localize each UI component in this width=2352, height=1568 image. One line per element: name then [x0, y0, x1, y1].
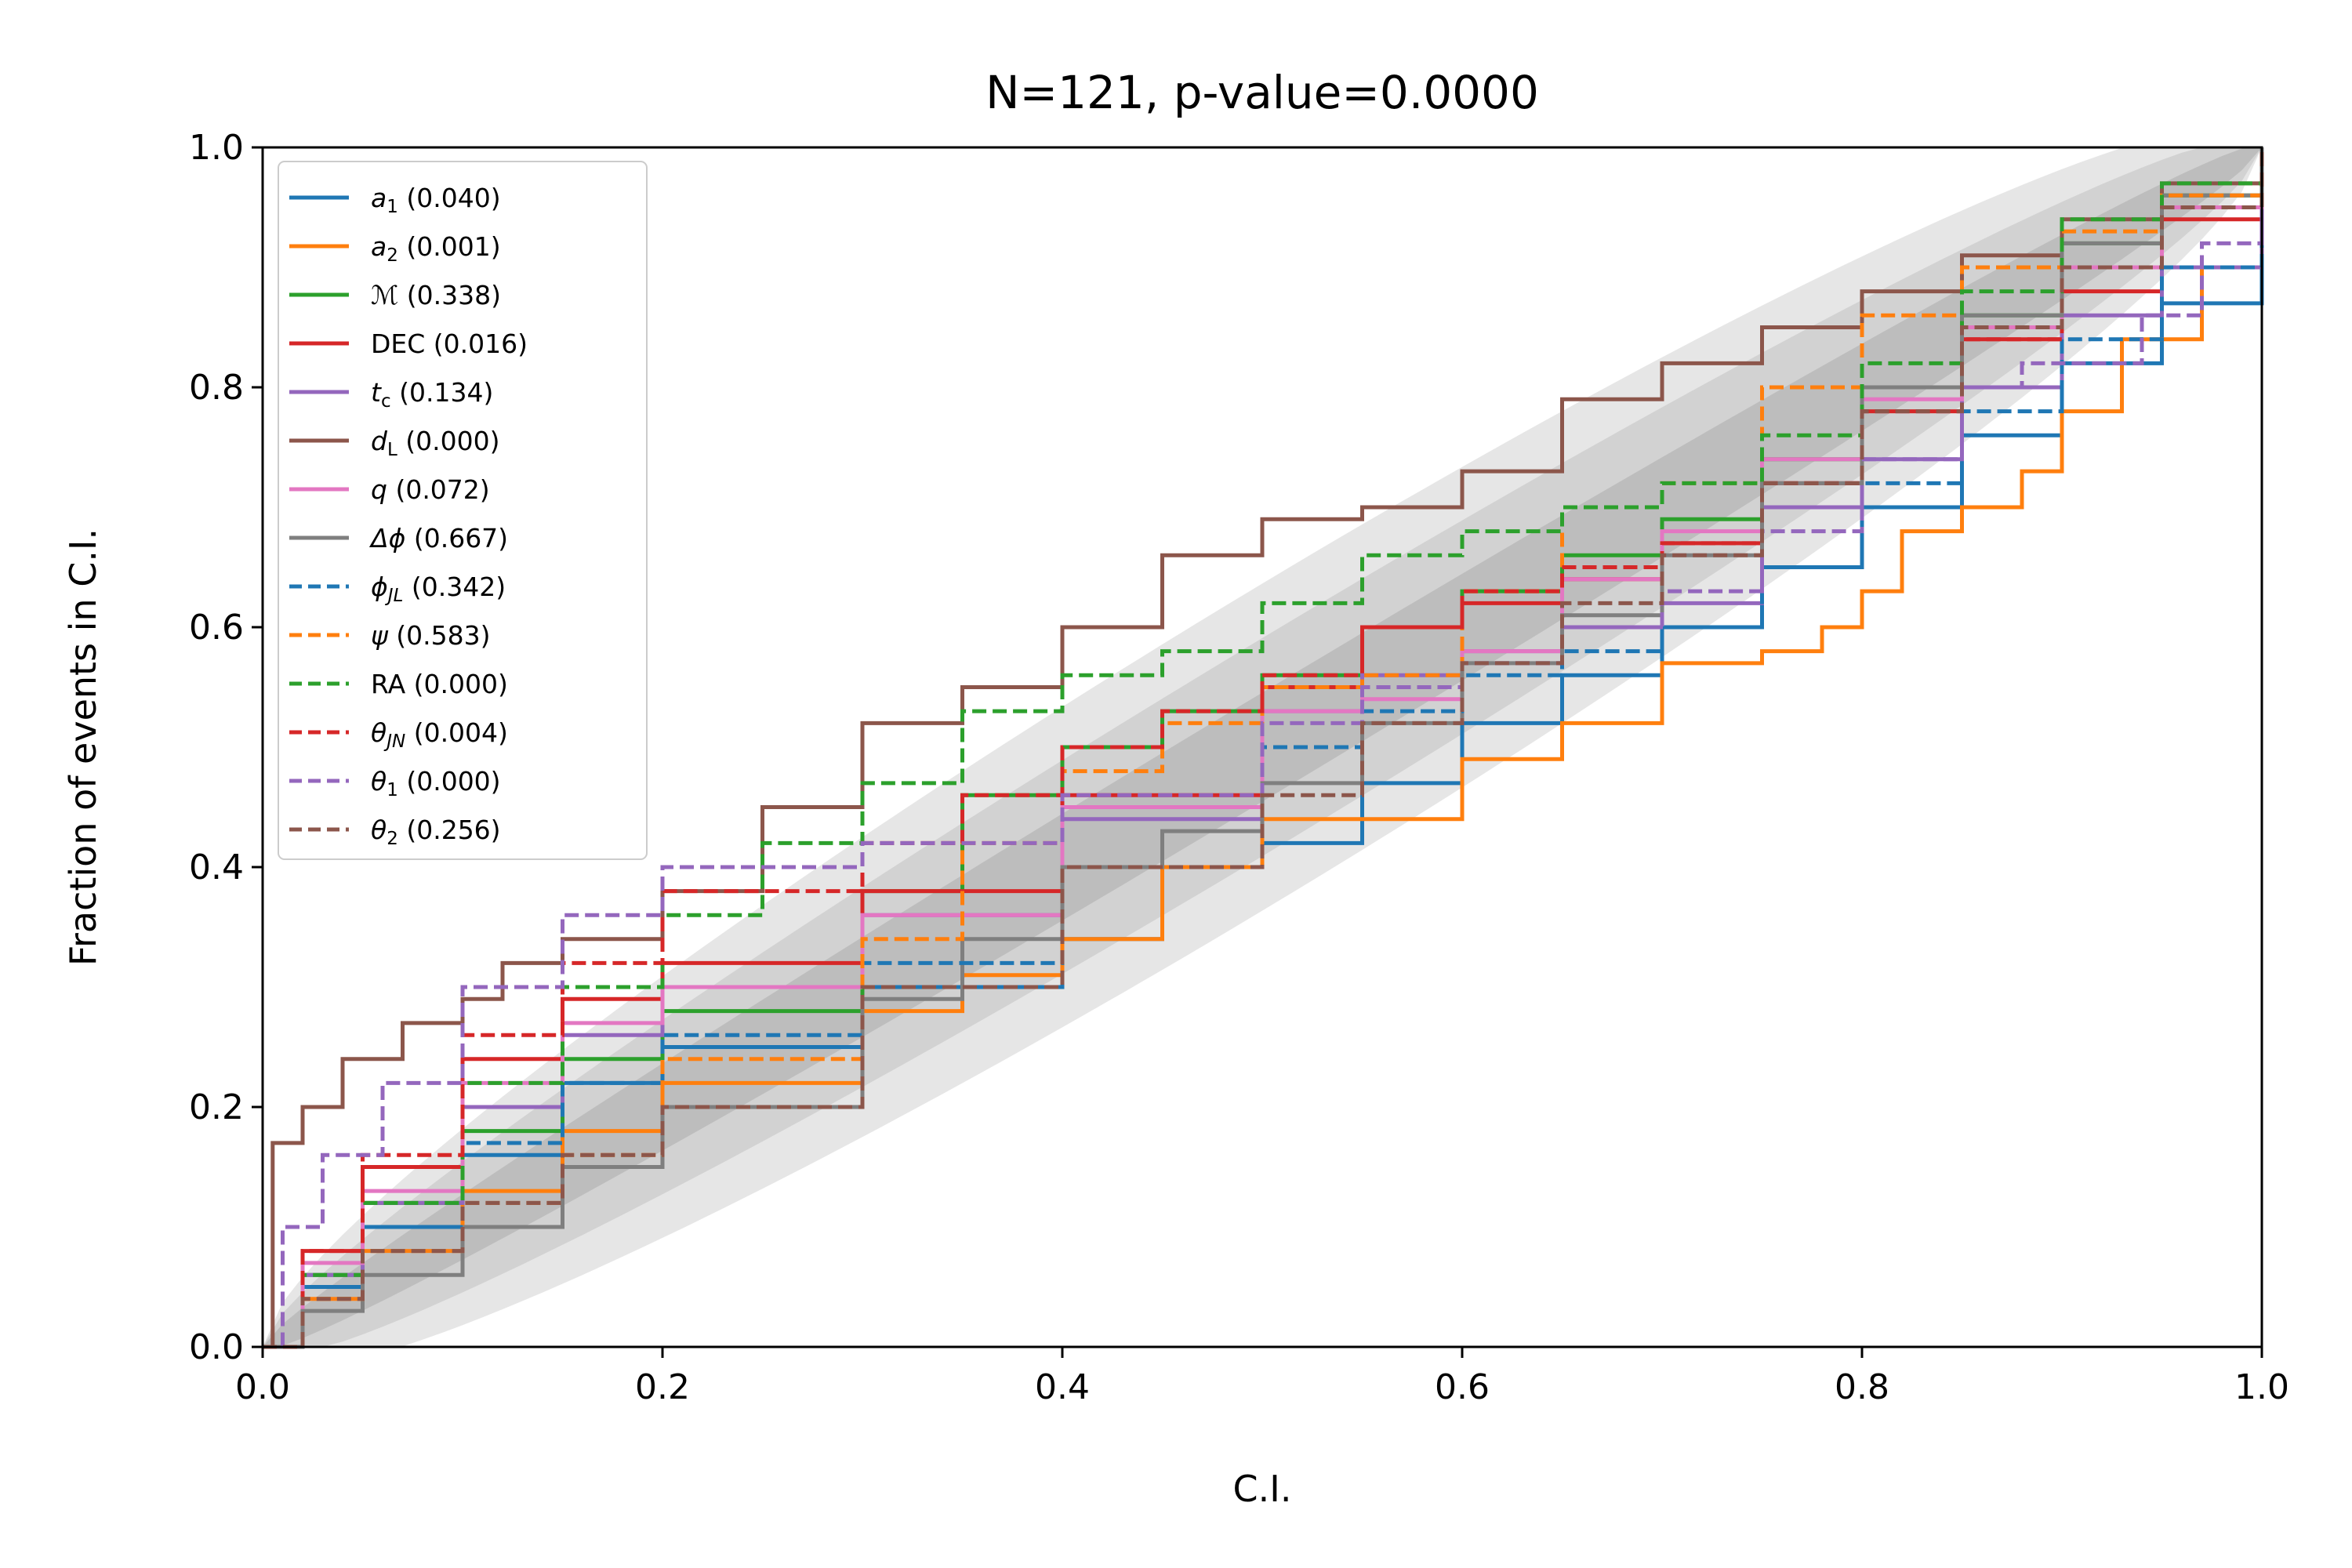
x-tick-label: 0.0 [235, 1367, 290, 1407]
legend-label-dphi: Δϕ (0.667) [368, 523, 508, 554]
legend-label-theta1: θ1 (0.000) [371, 766, 501, 800]
legend-box [278, 161, 648, 860]
x-tick-label: 0.8 [1835, 1367, 1889, 1407]
legend-label-tc: tc (0.134) [371, 377, 493, 412]
y-axis-ticks: 0.0 0.2 0.4 0.6 0.8 1.0 [189, 128, 263, 1367]
series-lines [263, 147, 2264, 1349]
legend-label-theta2: θ2 (0.256) [371, 815, 501, 849]
x-tick-label: 0.6 [1435, 1367, 1490, 1407]
y-tick-label: 1.0 [189, 128, 244, 168]
y-axis-label: Fraction of events in C.I. [62, 528, 104, 966]
y-tick-label: 0.0 [189, 1327, 244, 1367]
series-line-theta2 [263, 147, 2264, 1349]
x-tick-label: 0.4 [1035, 1367, 1090, 1407]
legend-label-phiJL: ϕJL (0.342) [371, 572, 506, 606]
series-line-dL [263, 147, 2264, 1349]
x-axis-ticks: 0.0 0.2 0.4 0.6 0.8 1.0 [235, 1347, 2289, 1407]
series-line-a2 [263, 147, 2264, 1349]
legend-label-psi: ψ (0.583) [371, 620, 491, 651]
legend-label-thetaJN: θJN (0.004) [371, 717, 508, 752]
legend-label-a2: a2 (0.001) [371, 231, 501, 266]
x-tick-label: 0.2 [635, 1367, 690, 1407]
legend-label-dL: dL (0.000) [371, 426, 500, 460]
legend-label-q: q (0.072) [371, 474, 490, 505]
y-tick-label: 0.2 [189, 1087, 244, 1127]
x-tick-label: 1.0 [2234, 1367, 2289, 1407]
y-tick-label: 0.6 [189, 608, 244, 648]
legend: a1 (0.040) a2 (0.001) ℳ (0.338) DEC (0.016)… [278, 161, 648, 860]
series-line-theta1 [263, 147, 2264, 1349]
legend-label-RA: RA (0.000) [371, 669, 508, 699]
chart-title: N=121, p-value=0.0000 [985, 66, 1539, 119]
legend-label-DEC: DEC (0.016) [371, 328, 528, 359]
legend-label-M: ℳ (0.338) [371, 280, 501, 310]
legend-label-a1: a1 (0.040) [371, 183, 501, 217]
x-axis-label: C.I. [1233, 1468, 1292, 1510]
plot-frame [261, 146, 2263, 1348]
y-tick-label: 0.4 [189, 848, 244, 887]
y-tick-label: 0.8 [189, 368, 244, 408]
